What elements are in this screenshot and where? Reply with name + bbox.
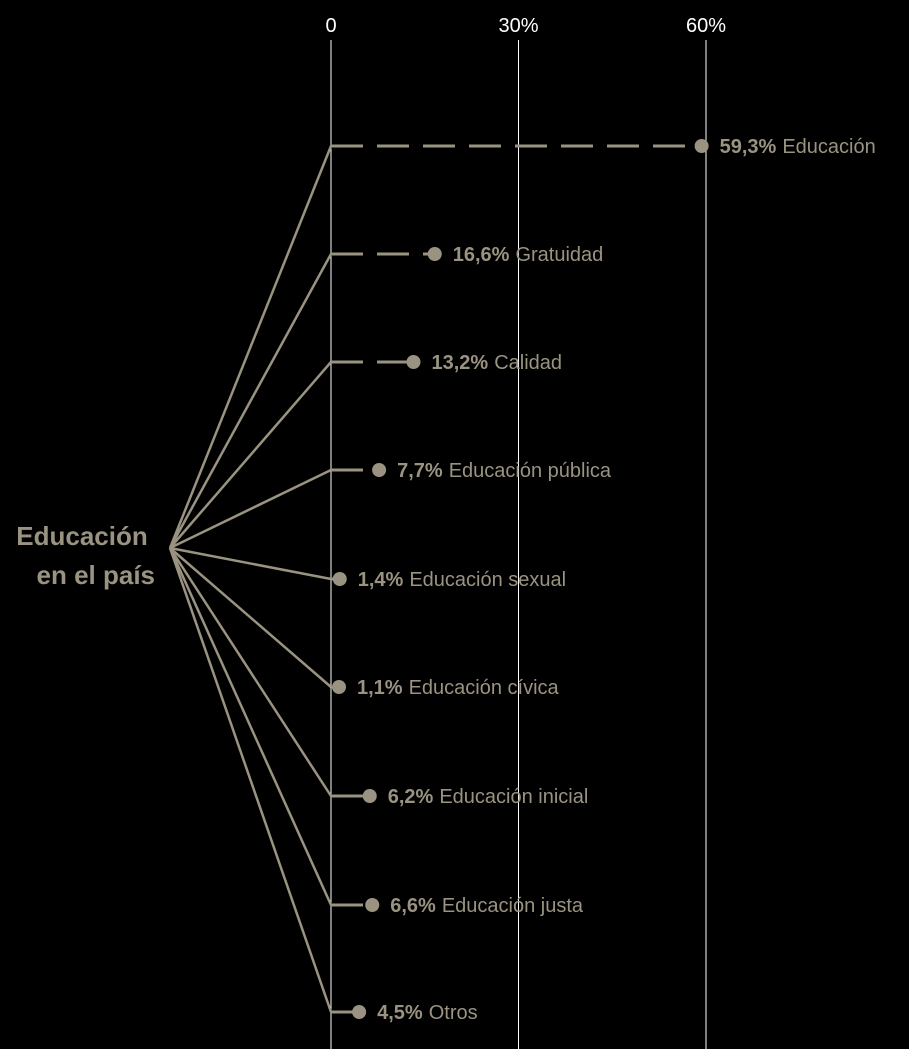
bar-end-dot [332, 680, 346, 694]
root-label: Educación en el país [16, 521, 155, 590]
category-label: Otros [429, 1002, 478, 1024]
bar-end-dot [332, 572, 347, 586]
tick-layer: 0 30% 60% [325, 15, 726, 37]
category-label: Educación [782, 136, 875, 158]
value-label: 7,7% [397, 460, 443, 482]
category-label: Educación cívica [409, 677, 560, 699]
value-label: 16,6% [453, 244, 510, 266]
branch-line [168, 547, 333, 906]
label-layer: 59,3% Educación 16,6% Gratuidad 13,2% Calidad… [357, 136, 876, 1024]
branch-line [168, 547, 333, 1013]
branch-line [169, 547, 332, 688]
branch-line [169, 361, 332, 549]
category-label: Calidad [494, 352, 562, 374]
bar-end-dot [365, 898, 380, 912]
value-label: 59,3% [720, 136, 777, 158]
branch-line [168, 253, 333, 549]
value-label: 6,6% [390, 895, 436, 917]
branch-line [169, 546, 332, 581]
category-label: Educación pública [449, 460, 612, 482]
value-label: 1,1% [357, 677, 403, 699]
root-label-line-2: en el país [37, 560, 156, 590]
x-tick-label: 60% [686, 15, 726, 37]
category-label: Educación inicial [439, 786, 588, 808]
category-label: Gratuidad [515, 244, 603, 266]
bar-end-dot [694, 139, 709, 153]
category-label: Educación justa [442, 895, 584, 917]
bar-end-dot [406, 355, 421, 369]
root-label-line-1: Educación [16, 521, 147, 551]
bar-end-dot [372, 463, 387, 477]
value-label: 13,2% [432, 352, 489, 374]
bar-end-dot [427, 247, 442, 261]
category-label: Educación sexual [409, 569, 566, 591]
bar-layer [331, 139, 709, 1019]
grid-layer [330, 40, 707, 1049]
branch-line [168, 547, 333, 797]
bar-end-dot [362, 789, 377, 803]
branch-line [168, 145, 333, 549]
value-label: 4,5% [377, 1002, 423, 1024]
value-label: 6,2% [388, 786, 434, 808]
value-label: 1,4% [358, 569, 404, 591]
x-tick-label: 30% [498, 15, 538, 37]
branch-line [169, 468, 332, 550]
bar-end-dot [352, 1005, 367, 1019]
branch-layer [168, 145, 333, 1013]
x-tick-label: 0 [325, 15, 336, 37]
